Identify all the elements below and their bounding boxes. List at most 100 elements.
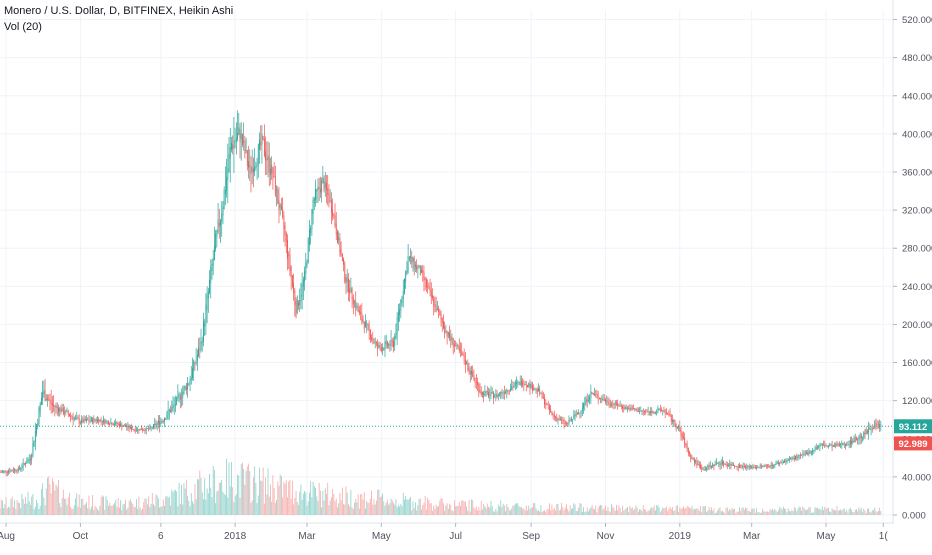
volume-bar (724, 513, 725, 515)
candle-body (114, 424, 115, 425)
volume-bar (54, 490, 55, 515)
volume-bar (867, 509, 868, 515)
candle-body (616, 403, 617, 405)
volume-bar (32, 494, 33, 515)
volume-bar (798, 508, 799, 515)
candle-body (757, 467, 758, 468)
candle-body (103, 419, 104, 422)
volume-bar (427, 498, 428, 515)
volume-bar (837, 506, 838, 515)
candle-body (528, 383, 529, 386)
volume-bar (366, 501, 367, 515)
volume-bar (815, 507, 816, 515)
candle-body (667, 413, 668, 414)
candle-body (243, 140, 244, 142)
candle-body (780, 463, 781, 464)
candle-body (274, 176, 275, 177)
candle-body (865, 433, 866, 434)
candle-body (52, 403, 53, 405)
candle-body (789, 459, 790, 460)
candle-body (398, 313, 399, 322)
volume-bar (690, 508, 691, 515)
volume-bar (270, 484, 271, 515)
volume-bar (805, 510, 806, 515)
volume-bar (600, 505, 601, 515)
volume-bar (269, 497, 270, 515)
candle-body (399, 309, 400, 315)
candle-body (777, 463, 778, 464)
candle-body (590, 391, 591, 398)
volume-bar (876, 511, 877, 515)
volume-bar (290, 480, 291, 515)
candle-body (683, 437, 684, 438)
volume-bar (425, 496, 426, 515)
candle-body (471, 371, 472, 374)
candle-body (12, 471, 13, 472)
volume-bar (174, 490, 175, 515)
candle-body (609, 403, 610, 405)
candle-body (428, 287, 429, 288)
candle-body (542, 393, 543, 399)
candle-body (656, 412, 657, 413)
volume-bar (679, 507, 680, 515)
candle-body (603, 399, 604, 400)
candle-body (157, 423, 158, 425)
volume-bar (582, 512, 583, 515)
candle-body (689, 452, 690, 454)
candle-body (532, 384, 533, 390)
volume-bar (47, 478, 48, 515)
volume-bar (510, 511, 511, 515)
candle-body (701, 468, 702, 470)
volume-bar (656, 505, 657, 515)
candle-body (539, 389, 540, 394)
volume-bar (589, 509, 590, 515)
candle-body (275, 176, 276, 195)
candle-body (168, 409, 169, 416)
candle-body (210, 267, 211, 283)
candle-body (422, 270, 423, 272)
volume-bar (399, 507, 400, 515)
volume-bar (232, 487, 233, 515)
volume-bar (728, 511, 729, 515)
candle-body (481, 392, 482, 395)
candle-body (281, 205, 282, 210)
candle-body (392, 341, 393, 342)
candle-body (788, 460, 789, 461)
y-tick-label: 240.000 (902, 282, 932, 293)
volume-bar (432, 511, 433, 515)
volume-bar (621, 512, 622, 515)
volume-bar (716, 513, 717, 515)
candle-body (489, 395, 490, 396)
candle-body (268, 155, 269, 160)
candle-body (391, 339, 392, 345)
volume-bar (196, 499, 197, 515)
candle-body (659, 409, 660, 410)
candle-body (162, 421, 163, 422)
candle-body (477, 382, 478, 384)
candle-body (646, 412, 647, 413)
volume-bar (742, 508, 743, 515)
volume-bar (63, 490, 64, 515)
candle-body (244, 141, 245, 154)
candle-body (176, 397, 177, 405)
volume-bar (363, 500, 364, 515)
volume-bar (734, 509, 735, 515)
volume-bar (158, 498, 159, 515)
volume-bar (824, 507, 825, 515)
volume-bar (623, 511, 624, 515)
candle-body (483, 393, 484, 397)
volume-bar (230, 486, 231, 515)
volume-bar (136, 499, 137, 515)
volume-bar (491, 501, 492, 515)
volume-bar (779, 507, 780, 515)
candle-body (511, 386, 512, 389)
volume-bar (375, 504, 376, 515)
candle-body (486, 391, 487, 393)
volume-bar (772, 509, 773, 515)
volume-bar (354, 503, 355, 515)
volume-bar (393, 503, 394, 515)
volume-bar (107, 500, 108, 515)
